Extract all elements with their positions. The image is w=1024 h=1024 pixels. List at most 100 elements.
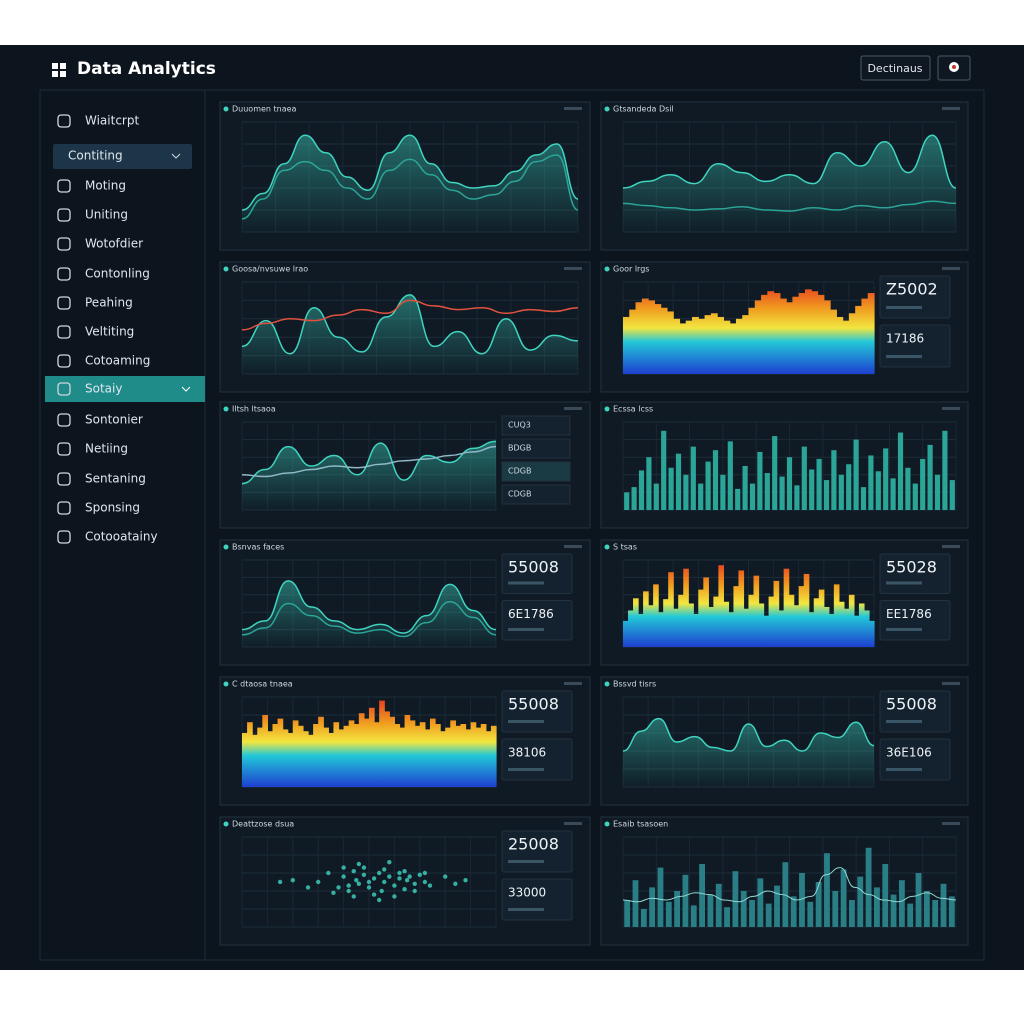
heat-strip xyxy=(853,615,860,647)
menu-item[interactable]: Peahing xyxy=(85,296,133,310)
stat-sub xyxy=(508,860,544,863)
bar xyxy=(815,882,822,927)
heat-strip xyxy=(683,568,689,647)
stat-value: 55028 xyxy=(886,558,937,577)
heat-strip xyxy=(358,713,365,787)
point xyxy=(397,870,402,876)
menu-item[interactable]: Sotaiy xyxy=(85,382,122,396)
area xyxy=(242,294,578,374)
heat-strip xyxy=(302,731,309,787)
menu-item[interactable]: Veltiting xyxy=(85,325,134,339)
menu-item[interactable]: Cotoaming xyxy=(85,354,150,368)
list-row xyxy=(501,484,571,505)
heat-strip xyxy=(635,302,643,374)
point xyxy=(351,869,356,874)
bar xyxy=(860,487,867,510)
bar xyxy=(683,474,689,510)
bar xyxy=(849,900,855,927)
panel-title: Goor lrgs xyxy=(613,265,649,274)
active-item[interactable] xyxy=(45,376,205,402)
bar xyxy=(640,909,647,927)
menu-icon xyxy=(57,501,71,515)
menu-icon xyxy=(57,114,71,128)
bar xyxy=(905,467,911,510)
stat-sub xyxy=(508,628,544,631)
menu-item[interactable]: Sponsing xyxy=(85,501,140,515)
bar xyxy=(857,876,864,927)
menu-icon xyxy=(57,267,71,281)
menu-item[interactable]: Sontonier xyxy=(85,413,143,427)
panel-menu xyxy=(564,822,582,825)
bar xyxy=(907,903,914,927)
stat-value: 55008 xyxy=(508,558,559,577)
bar xyxy=(735,488,741,510)
bar xyxy=(838,474,844,510)
bar xyxy=(940,883,947,927)
menu-item[interactable]: Uniting xyxy=(85,208,128,222)
heat-strip xyxy=(653,584,659,647)
panel-title: Duuomen tnaea xyxy=(232,105,297,114)
stat-value: EE1786 xyxy=(886,607,932,621)
bar xyxy=(764,473,770,510)
point xyxy=(392,883,397,888)
heat-strip xyxy=(282,729,289,787)
point xyxy=(402,869,407,874)
button-label[interactable]: Dectinaus xyxy=(867,62,922,75)
heat-strip xyxy=(793,605,800,647)
menu-item[interactable]: Moting xyxy=(85,179,126,193)
stat-sub xyxy=(886,581,922,585)
panel-dot xyxy=(223,106,229,112)
bar xyxy=(816,458,822,510)
panel-dot xyxy=(223,544,229,550)
heat-strip xyxy=(292,720,299,787)
heat-strip xyxy=(455,725,462,787)
dropdown[interactable] xyxy=(53,144,192,169)
point xyxy=(376,870,382,876)
point xyxy=(427,883,433,888)
point xyxy=(361,872,367,877)
heat-strip xyxy=(343,725,350,787)
menu-item[interactable]: Wotofdier xyxy=(85,237,143,251)
heat-strip xyxy=(323,727,329,787)
point xyxy=(346,883,351,888)
menu-item[interactable]: Wiaitcrpt xyxy=(85,114,139,128)
bar xyxy=(724,907,730,927)
bar xyxy=(646,457,652,510)
panel-dot xyxy=(223,406,229,412)
bar xyxy=(690,446,696,510)
heat-strip xyxy=(252,734,258,787)
panel-menu xyxy=(564,545,582,548)
line xyxy=(241,134,579,211)
menu-item[interactable]: Cotooatainy xyxy=(85,530,158,544)
menu-item[interactable]: Netiing xyxy=(85,442,128,456)
heat-strip xyxy=(758,603,765,647)
heat-strip xyxy=(698,589,704,647)
menu-item[interactable]: Sentaning xyxy=(85,472,146,486)
menu-item[interactable]: Contonling xyxy=(85,267,150,281)
point xyxy=(463,878,468,883)
heat-strip xyxy=(855,305,863,374)
point xyxy=(326,870,331,876)
heat-strip xyxy=(688,603,694,647)
heat-strip xyxy=(823,300,831,374)
heat-strip xyxy=(723,601,730,647)
heat-strip xyxy=(738,570,745,647)
menu-item[interactable]: Contiting xyxy=(68,149,123,163)
heat-strip xyxy=(748,594,755,647)
heat-strip xyxy=(247,722,253,787)
heat-strip xyxy=(748,307,756,374)
heat-strip xyxy=(287,733,294,787)
stat-sub xyxy=(508,908,544,911)
point xyxy=(382,867,387,872)
button[interactable] xyxy=(860,55,931,81)
point xyxy=(402,887,407,892)
line xyxy=(241,294,579,355)
point xyxy=(379,888,384,894)
stat-value: 55008 xyxy=(886,695,937,714)
panel-menu xyxy=(564,107,582,110)
bar xyxy=(742,466,748,510)
heat-strip xyxy=(660,307,668,374)
heat-strip xyxy=(754,300,762,374)
line xyxy=(241,445,497,478)
point xyxy=(336,885,341,890)
